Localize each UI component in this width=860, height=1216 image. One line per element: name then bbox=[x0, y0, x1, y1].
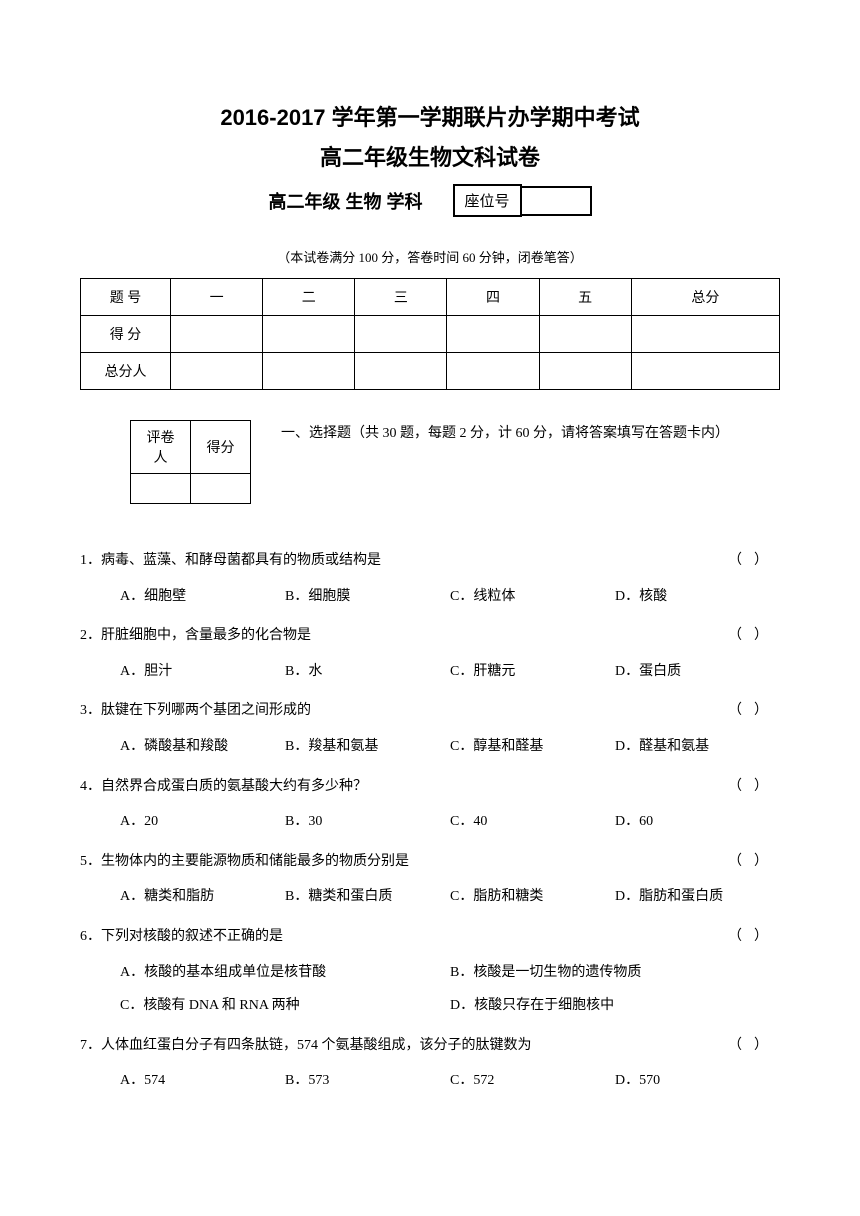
section-row: 评卷人 得分 一、选择题（共 30 题，每题 2 分，计 60 分，请将答案填写… bbox=[80, 420, 780, 504]
question-7: 7．人体血红蛋白分子有四条肽链，574 个氨基酸组成，该分子的肽键数为 （） A… bbox=[80, 1029, 780, 1098]
option-b: B．核酸是一切生物的遗传物质 bbox=[450, 956, 780, 990]
answer-blank[interactable]: （） bbox=[728, 544, 780, 578]
grader-header: 得分 bbox=[191, 421, 251, 474]
questions-container: 1．病毒、蓝藻、和酵母菌都具有的物质或结构是 （） A．细胞壁 B．细胞膜 C．… bbox=[80, 544, 780, 1098]
section-title: 一、选择题（共 30 题，每题 2 分，计 60 分，请将答案填写在答题卡内） bbox=[281, 420, 780, 448]
option-d: D．脂肪和蛋白质 bbox=[615, 880, 780, 914]
option-c: C．核酸有 DNA 和 RNA 两种 bbox=[120, 989, 450, 1023]
option-c: C．572 bbox=[450, 1064, 615, 1098]
option-d: D．60 bbox=[615, 805, 780, 839]
option-b: B．糖类和蛋白质 bbox=[285, 880, 450, 914]
question-stem: 4．自然界合成蛋白质的氨基酸大约有多少种？ bbox=[80, 770, 728, 804]
option-b: B．细胞膜 bbox=[285, 580, 450, 614]
option-d: D．570 bbox=[615, 1064, 780, 1098]
question-5: 5．生物体内的主要能源物质和储能最多的物质分别是 （） A．糖类和脂肪 B．糖类… bbox=[80, 845, 780, 914]
score-header-cell: 四 bbox=[447, 279, 539, 316]
title-sub: 高二年级生物文科试卷 bbox=[80, 140, 780, 172]
question-4: 4．自然界合成蛋白质的氨基酸大约有多少种？ （） A．20 B．30 C．40 … bbox=[80, 770, 780, 839]
score-header-cell: 总分 bbox=[631, 279, 779, 316]
score-cell[interactable] bbox=[447, 316, 539, 353]
table-row bbox=[131, 474, 251, 504]
score-table: 题 号 一 二 三 四 五 总分 得 分 总分人 bbox=[80, 278, 780, 390]
question-3: 3．肽键在下列哪两个基团之间形成的 （） A．磷酸基和羧酸 B．羧基和氨基 C．… bbox=[80, 694, 780, 763]
answer-blank[interactable]: （） bbox=[728, 694, 780, 728]
option-c: C．醇基和醛基 bbox=[450, 730, 615, 764]
score-cell[interactable] bbox=[263, 316, 355, 353]
question-1: 1．病毒、蓝藻、和酵母菌都具有的物质或结构是 （） A．细胞壁 B．细胞膜 C．… bbox=[80, 544, 780, 613]
seat-number-box: 座位号 bbox=[453, 184, 592, 217]
score-cell[interactable] bbox=[171, 353, 263, 390]
grader-header: 评卷人 bbox=[131, 421, 191, 474]
score-cell[interactable] bbox=[171, 316, 263, 353]
grader-cell[interactable] bbox=[191, 474, 251, 504]
answer-blank[interactable]: （） bbox=[728, 1029, 780, 1063]
score-row-label: 总分人 bbox=[81, 353, 171, 390]
question-stem: 5．生物体内的主要能源物质和储能最多的物质分别是 bbox=[80, 845, 728, 879]
option-a: A．细胞壁 bbox=[120, 580, 285, 614]
seat-label: 座位号 bbox=[453, 184, 522, 217]
score-cell[interactable] bbox=[539, 353, 631, 390]
answer-blank[interactable]: （） bbox=[728, 770, 780, 804]
option-a: A．574 bbox=[120, 1064, 285, 1098]
question-stem: 6．下列对核酸的叙述不正确的是 bbox=[80, 920, 728, 954]
option-c: C．肝糖元 bbox=[450, 655, 615, 689]
score-header-cell: 三 bbox=[355, 279, 447, 316]
grader-cell[interactable] bbox=[131, 474, 191, 504]
option-c: C．40 bbox=[450, 805, 615, 839]
question-stem: 3．肽键在下列哪两个基团之间形成的 bbox=[80, 694, 728, 728]
option-d: D．核酸 bbox=[615, 580, 780, 614]
subject-row: 高二年级 生物 学科 座位号 bbox=[80, 184, 780, 217]
subject-text: 高二年级 生物 学科 bbox=[268, 188, 422, 214]
score-cell[interactable] bbox=[631, 353, 779, 390]
option-b: B．水 bbox=[285, 655, 450, 689]
question-stem: 7．人体血红蛋白分子有四条肽链，574 个氨基酸组成，该分子的肽键数为 bbox=[80, 1029, 728, 1063]
option-b: B．573 bbox=[285, 1064, 450, 1098]
score-row-label: 得 分 bbox=[81, 316, 171, 353]
score-cell[interactable] bbox=[263, 353, 355, 390]
question-stem: 2．肝脏细胞中，含量最多的化合物是 bbox=[80, 619, 728, 653]
table-row: 得 分 bbox=[81, 316, 780, 353]
table-row: 评卷人 得分 bbox=[131, 421, 251, 474]
score-cell[interactable] bbox=[539, 316, 631, 353]
answer-blank[interactable]: （） bbox=[728, 845, 780, 879]
option-b: B．30 bbox=[285, 805, 450, 839]
score-header-cell: 一 bbox=[171, 279, 263, 316]
option-a: A．糖类和脂肪 bbox=[120, 880, 285, 914]
exam-info: （本试卷满分 100 分，答卷时间 60 分钟，闭卷笔答） bbox=[80, 247, 780, 266]
seat-input[interactable] bbox=[522, 186, 592, 216]
score-header-cell: 题 号 bbox=[81, 279, 171, 316]
option-c: C．线粒体 bbox=[450, 580, 615, 614]
option-d: D．蛋白质 bbox=[615, 655, 780, 689]
question-2: 2．肝脏细胞中，含量最多的化合物是 （） A．胆汁 B．水 C．肝糖元 D．蛋白… bbox=[80, 619, 780, 688]
option-d: D．醛基和氨基 bbox=[615, 730, 780, 764]
score-cell[interactable] bbox=[355, 353, 447, 390]
question-stem: 1．病毒、蓝藻、和酵母菌都具有的物质或结构是 bbox=[80, 544, 728, 578]
answer-blank[interactable]: （） bbox=[728, 920, 780, 954]
question-6: 6．下列对核酸的叙述不正确的是 （） A．核酸的基本组成单位是核苷酸 B．核酸是… bbox=[80, 920, 780, 1023]
option-d: D．核酸只存在于细胞核中 bbox=[450, 989, 780, 1023]
option-a: A．磷酸基和羧酸 bbox=[120, 730, 285, 764]
option-b: B．羧基和氨基 bbox=[285, 730, 450, 764]
table-row: 总分人 bbox=[81, 353, 780, 390]
score-cell[interactable] bbox=[355, 316, 447, 353]
grader-table: 评卷人 得分 bbox=[130, 420, 251, 504]
score-cell[interactable] bbox=[447, 353, 539, 390]
score-header-cell: 二 bbox=[263, 279, 355, 316]
option-c: C．脂肪和糖类 bbox=[450, 880, 615, 914]
option-a: A．20 bbox=[120, 805, 285, 839]
option-a: A．核酸的基本组成单位是核苷酸 bbox=[120, 956, 450, 990]
score-header-cell: 五 bbox=[539, 279, 631, 316]
score-cell[interactable] bbox=[631, 316, 779, 353]
option-a: A．胆汁 bbox=[120, 655, 285, 689]
table-row: 题 号 一 二 三 四 五 总分 bbox=[81, 279, 780, 316]
answer-blank[interactable]: （） bbox=[728, 619, 780, 653]
title-main: 2016-2017 学年第一学期联片办学期中考试 bbox=[80, 100, 780, 132]
